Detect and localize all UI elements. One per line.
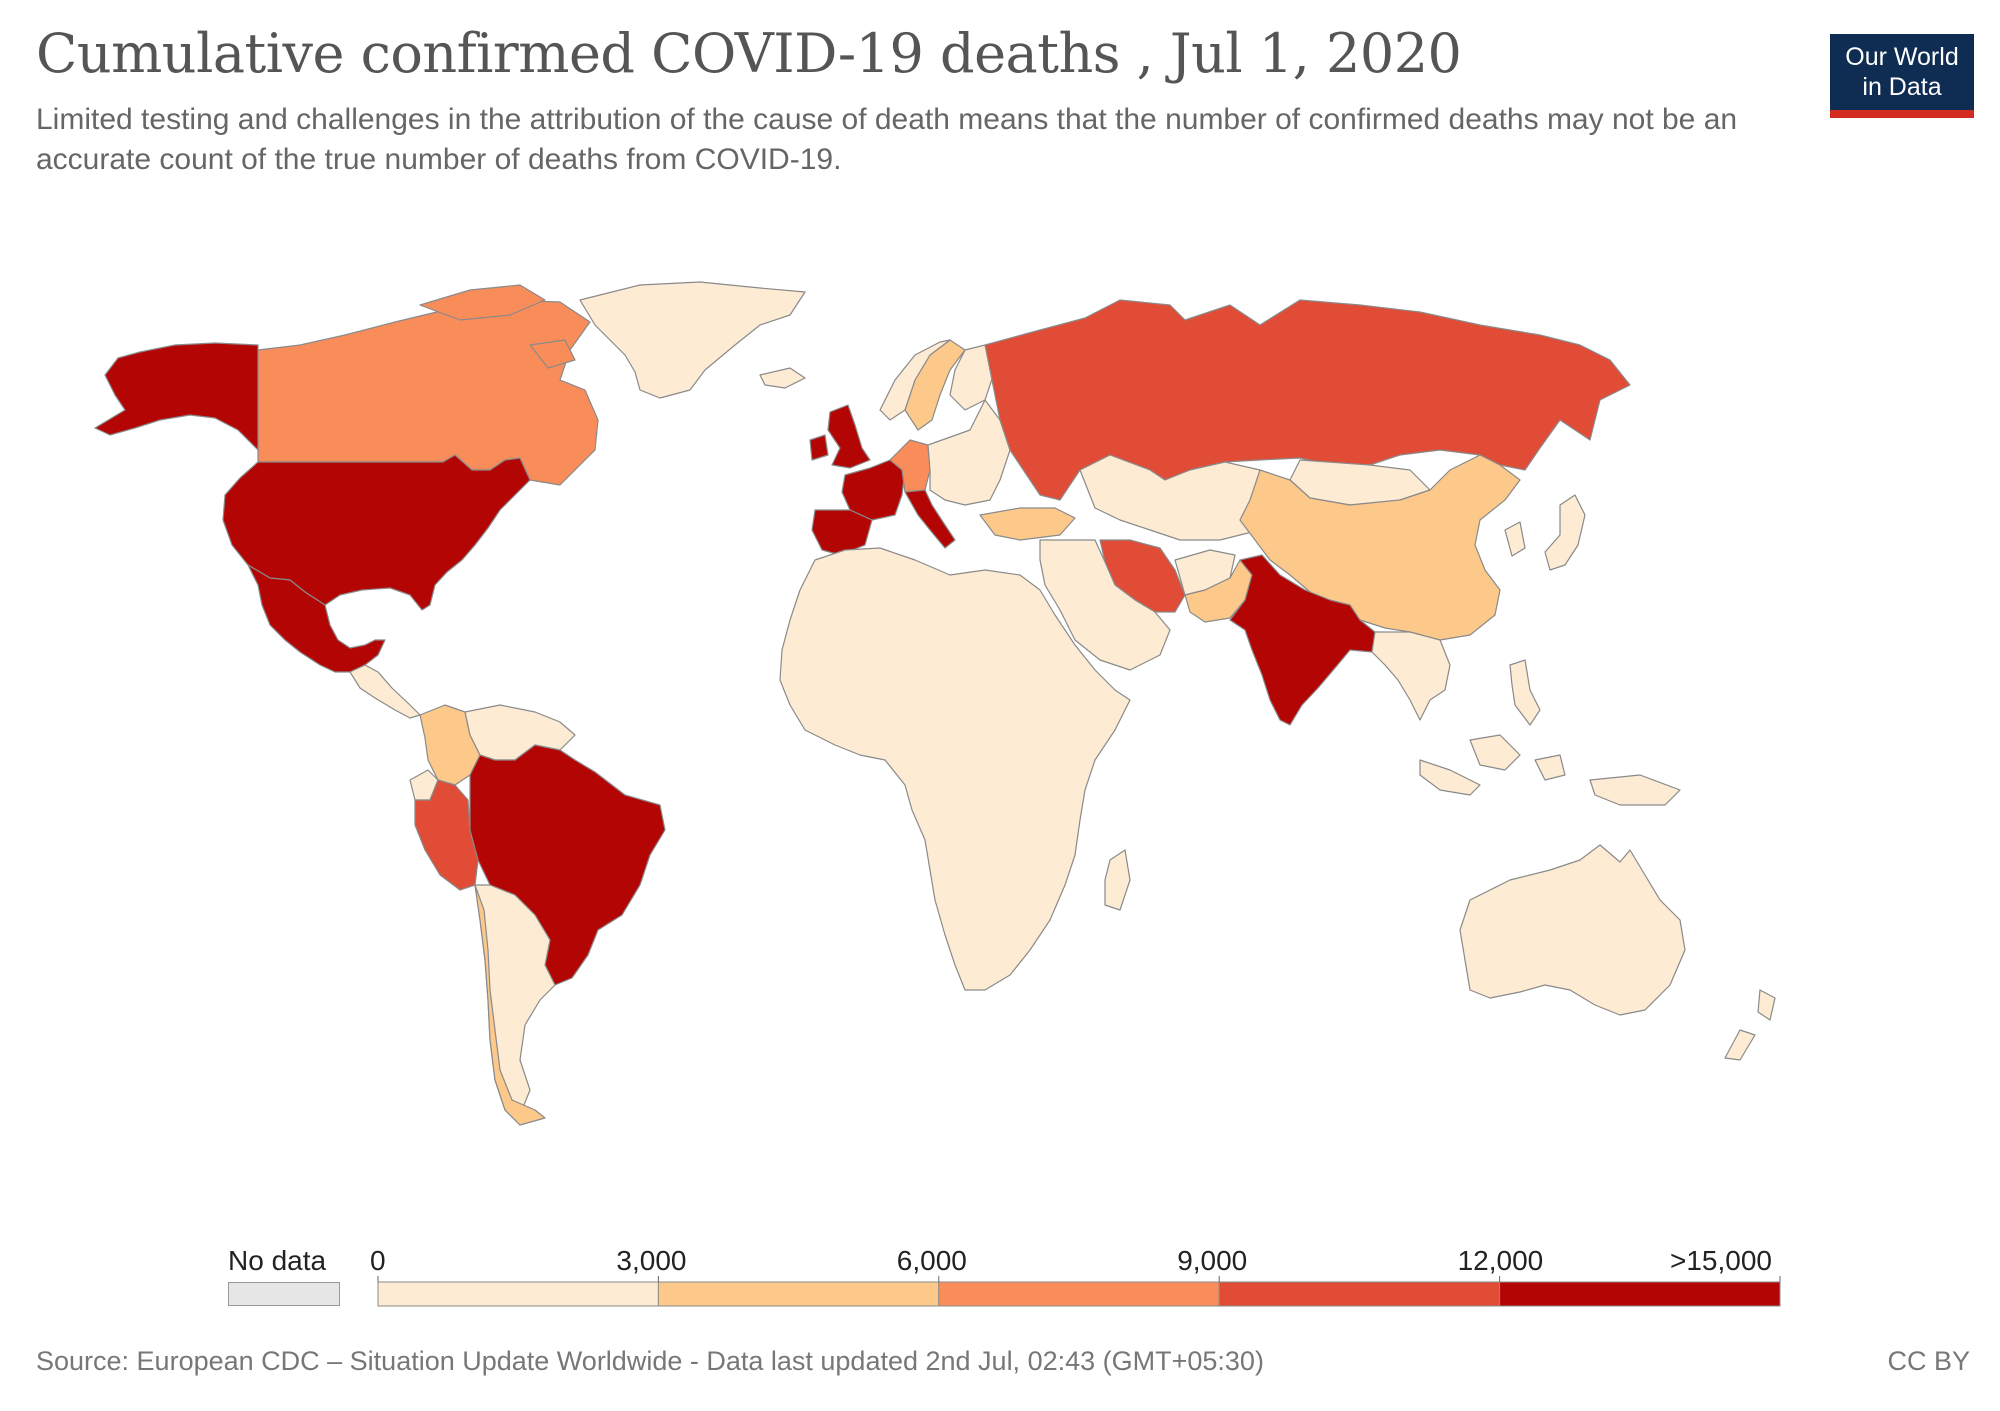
legend-bin-4[interactable]	[1499, 1281, 1781, 1307]
region-china[interactable]	[1239, 454, 1521, 641]
region-eastern-europe[interactable]	[927, 399, 1011, 506]
legend-no-data-swatch	[228, 1282, 340, 1306]
region-canada-islands[interactable]	[419, 284, 546, 321]
region-canada[interactable]	[257, 299, 599, 486]
logo-accent-bar	[1830, 110, 1974, 118]
region-southeast-asia[interactable]	[1371, 631, 1451, 721]
region-india[interactable]	[1229, 554, 1376, 726]
region-japan[interactable]	[1544, 494, 1586, 571]
region-africa[interactable]	[779, 547, 1131, 991]
region-mexico[interactable]	[247, 564, 386, 673]
legend-tick-label: 0	[370, 1245, 386, 1276]
region-alaska[interactable]	[94, 342, 259, 451]
legend-tick-label: 9,000	[1177, 1245, 1248, 1276]
legend-tick-label: 6,000	[896, 1245, 967, 1276]
region-germany[interactable]	[889, 439, 931, 493]
region-philippines[interactable]	[1509, 659, 1541, 726]
region-korea[interactable]	[1504, 521, 1526, 557]
region-canada-islands-2[interactable]	[529, 339, 576, 369]
legend-bin-2[interactable]	[938, 1281, 1220, 1307]
region-madagascar[interactable]	[1104, 849, 1131, 911]
legend-bin-3[interactable]	[1218, 1281, 1501, 1307]
region-italy[interactable]	[904, 489, 956, 549]
legend-bin-1[interactable]	[657, 1281, 940, 1307]
owid-logo[interactable]: Our World in Data	[1830, 34, 1974, 118]
legend	[377, 1276, 1781, 1307]
chart-subtitle: Limited testing and challenges in the at…	[36, 103, 1738, 176]
legend-tick-label: 3,000	[616, 1245, 687, 1276]
logo-line-1: Our World	[1845, 43, 1959, 71]
region-france[interactable]	[841, 459, 906, 521]
legend-tick-label: 12,000	[1457, 1245, 1544, 1276]
source-note[interactable]: Source: European CDC – Situation Update …	[36, 1346, 1264, 1376]
owid-logo-text: Our World in Data	[1830, 42, 1974, 102]
chart-title: Cumulative confirmed COVID-19 deaths , J…	[36, 22, 1462, 85]
region-indonesia[interactable]	[1419, 734, 1681, 806]
region-greenland[interactable]	[579, 281, 806, 399]
legend-tick-label: >15,000	[1670, 1245, 1772, 1276]
region-central-america[interactable]	[349, 664, 421, 719]
region-ireland[interactable]	[809, 434, 829, 461]
region-norway-finland[interactable]	[879, 339, 951, 421]
region-new-zealand[interactable]	[1724, 989, 1776, 1061]
region-turkey[interactable]	[979, 507, 1076, 541]
region-middle-east[interactable]	[1039, 539, 1171, 671]
region-australia[interactable]	[1459, 844, 1686, 1016]
logo-line-2: in Data	[1862, 73, 1942, 101]
region-uk[interactable]	[827, 404, 871, 469]
region-spain[interactable]	[811, 509, 873, 556]
region-chile[interactable]	[474, 884, 546, 1126]
license-link[interactable]: CC BY	[1887, 1346, 1970, 1376]
legend-no-data-label: No data	[228, 1245, 327, 1276]
legend-bin-0[interactable]	[377, 1281, 659, 1307]
region-iceland[interactable]	[759, 367, 806, 389]
